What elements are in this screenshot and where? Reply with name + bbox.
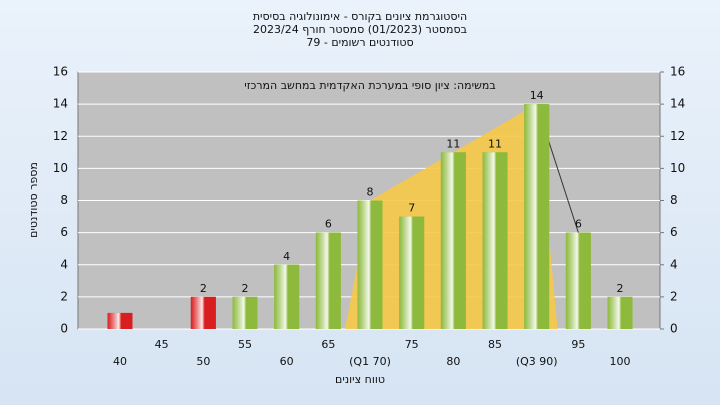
value-label: 11 xyxy=(446,137,460,150)
y-tick-label: 0 xyxy=(60,322,68,336)
y2-tick-label: 8 xyxy=(670,193,678,207)
y2-tick-label: 10 xyxy=(670,161,685,175)
chart-subtitle: סטודנטים רשומים - 79 xyxy=(306,36,413,49)
y2-tick-label: 0 xyxy=(670,322,678,336)
y-tick-label: 14 xyxy=(53,97,68,111)
x-tick-label: 45 xyxy=(155,338,169,351)
bar xyxy=(399,216,425,329)
y2-tick-label: 6 xyxy=(670,225,678,239)
bar xyxy=(357,200,383,329)
value-label: 2 xyxy=(617,282,624,295)
x-tick-label: 50 xyxy=(196,355,210,368)
x-tick-label: (Q1 70) xyxy=(349,355,391,368)
bar xyxy=(190,296,216,329)
y-tick-label: 6 xyxy=(60,225,68,239)
value-label: 7 xyxy=(408,202,415,215)
y2-tick-label: 14 xyxy=(670,97,685,111)
bar xyxy=(524,104,550,329)
x-tick-label: 65 xyxy=(321,338,335,351)
y2-tick-label: 16 xyxy=(670,65,685,79)
value-label: 14 xyxy=(530,89,544,102)
x-tick-label: 85 xyxy=(488,338,502,351)
value-label: 6 xyxy=(325,218,332,231)
x-tick-label: 100 xyxy=(610,355,631,368)
x-axis-title: טווח ציונים xyxy=(335,373,385,386)
x-tick-label: (Q3 90) xyxy=(516,355,558,368)
y-tick-label: 8 xyxy=(60,193,68,207)
y-axis-title: מספר סטודנטים xyxy=(27,162,40,238)
x-tick-label: 75 xyxy=(405,338,419,351)
y2-tick-label: 2 xyxy=(670,289,678,303)
bar xyxy=(107,312,133,329)
bar xyxy=(607,296,633,329)
y-tick-label: 16 xyxy=(53,65,68,79)
value-label: 2 xyxy=(200,282,207,295)
value-label: 2 xyxy=(242,282,249,295)
y-tick-label: 10 xyxy=(53,161,68,175)
bar xyxy=(482,152,508,329)
value-label: 4 xyxy=(283,250,290,263)
y-tick-label: 12 xyxy=(53,129,68,143)
value-label: 11 xyxy=(488,137,502,150)
value-label: 8 xyxy=(367,186,374,199)
x-tick-label: 55 xyxy=(238,338,252,351)
y-tick-label: 4 xyxy=(60,257,68,271)
value-label: 6 xyxy=(575,218,582,231)
y-tick-label: 2 xyxy=(60,289,68,303)
y2-tick-label: 4 xyxy=(670,257,678,271)
x-tick-label: 60 xyxy=(280,355,294,368)
x-tick-label: 40 xyxy=(113,355,127,368)
bar xyxy=(565,232,591,329)
chart-title: היסטוגרמת ציונים בקורס - אימונולוגיה בסי… xyxy=(253,10,467,23)
bar xyxy=(315,232,341,329)
bar xyxy=(232,296,258,329)
y2-tick-label: 12 xyxy=(670,129,685,143)
annotation: במשימה: ציון סופי במערכת האקדמית במחשב ה… xyxy=(244,79,495,92)
x-tick-label: 80 xyxy=(446,355,460,368)
bar xyxy=(440,152,466,329)
x-tick-label: 95 xyxy=(571,338,585,351)
bar xyxy=(274,264,300,329)
chart-subtitle: בסמסטר (01/2023) סמסטר חורף 2023/24 xyxy=(253,23,467,36)
